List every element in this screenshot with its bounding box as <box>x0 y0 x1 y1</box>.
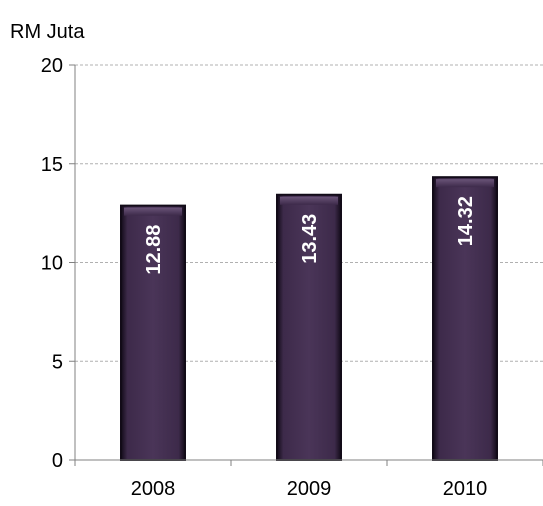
bar-2009 <box>276 193 342 461</box>
bar-2010 <box>432 176 498 461</box>
y-tick-labels: 0 5 10 15 20 <box>41 55 63 472</box>
bar-value-label-2009: 13.43 <box>299 214 321 264</box>
bar-2008 <box>120 204 186 461</box>
y-tick-label-0: 0 <box>52 450 63 472</box>
y-tick-label-20: 20 <box>41 55 63 77</box>
y-tick-label-10: 10 <box>41 253 63 275</box>
axes <box>69 64 543 466</box>
y-tick-label-15: 15 <box>41 154 63 176</box>
bar-top-highlight-2010 <box>436 179 494 188</box>
x-tick-label-2008: 2008 <box>131 478 176 500</box>
bar-value-labels: 12.88 13.43 14.32 <box>143 196 477 275</box>
bars <box>120 176 498 461</box>
y-tick-label-5: 5 <box>52 351 63 373</box>
bar-value-label-2010: 14.32 <box>455 196 477 246</box>
bar-top-highlight-2008 <box>124 207 182 216</box>
x-tick-labels: 2008 2009 2010 <box>131 478 488 500</box>
bar-value-label-2008: 12.88 <box>143 225 165 275</box>
y-axis-unit-label: RM Juta <box>10 21 85 43</box>
x-tick-label-2010: 2010 <box>443 478 488 500</box>
x-tick-label-2009: 2009 <box>287 478 332 500</box>
bar-top-highlight-2009 <box>280 196 338 205</box>
